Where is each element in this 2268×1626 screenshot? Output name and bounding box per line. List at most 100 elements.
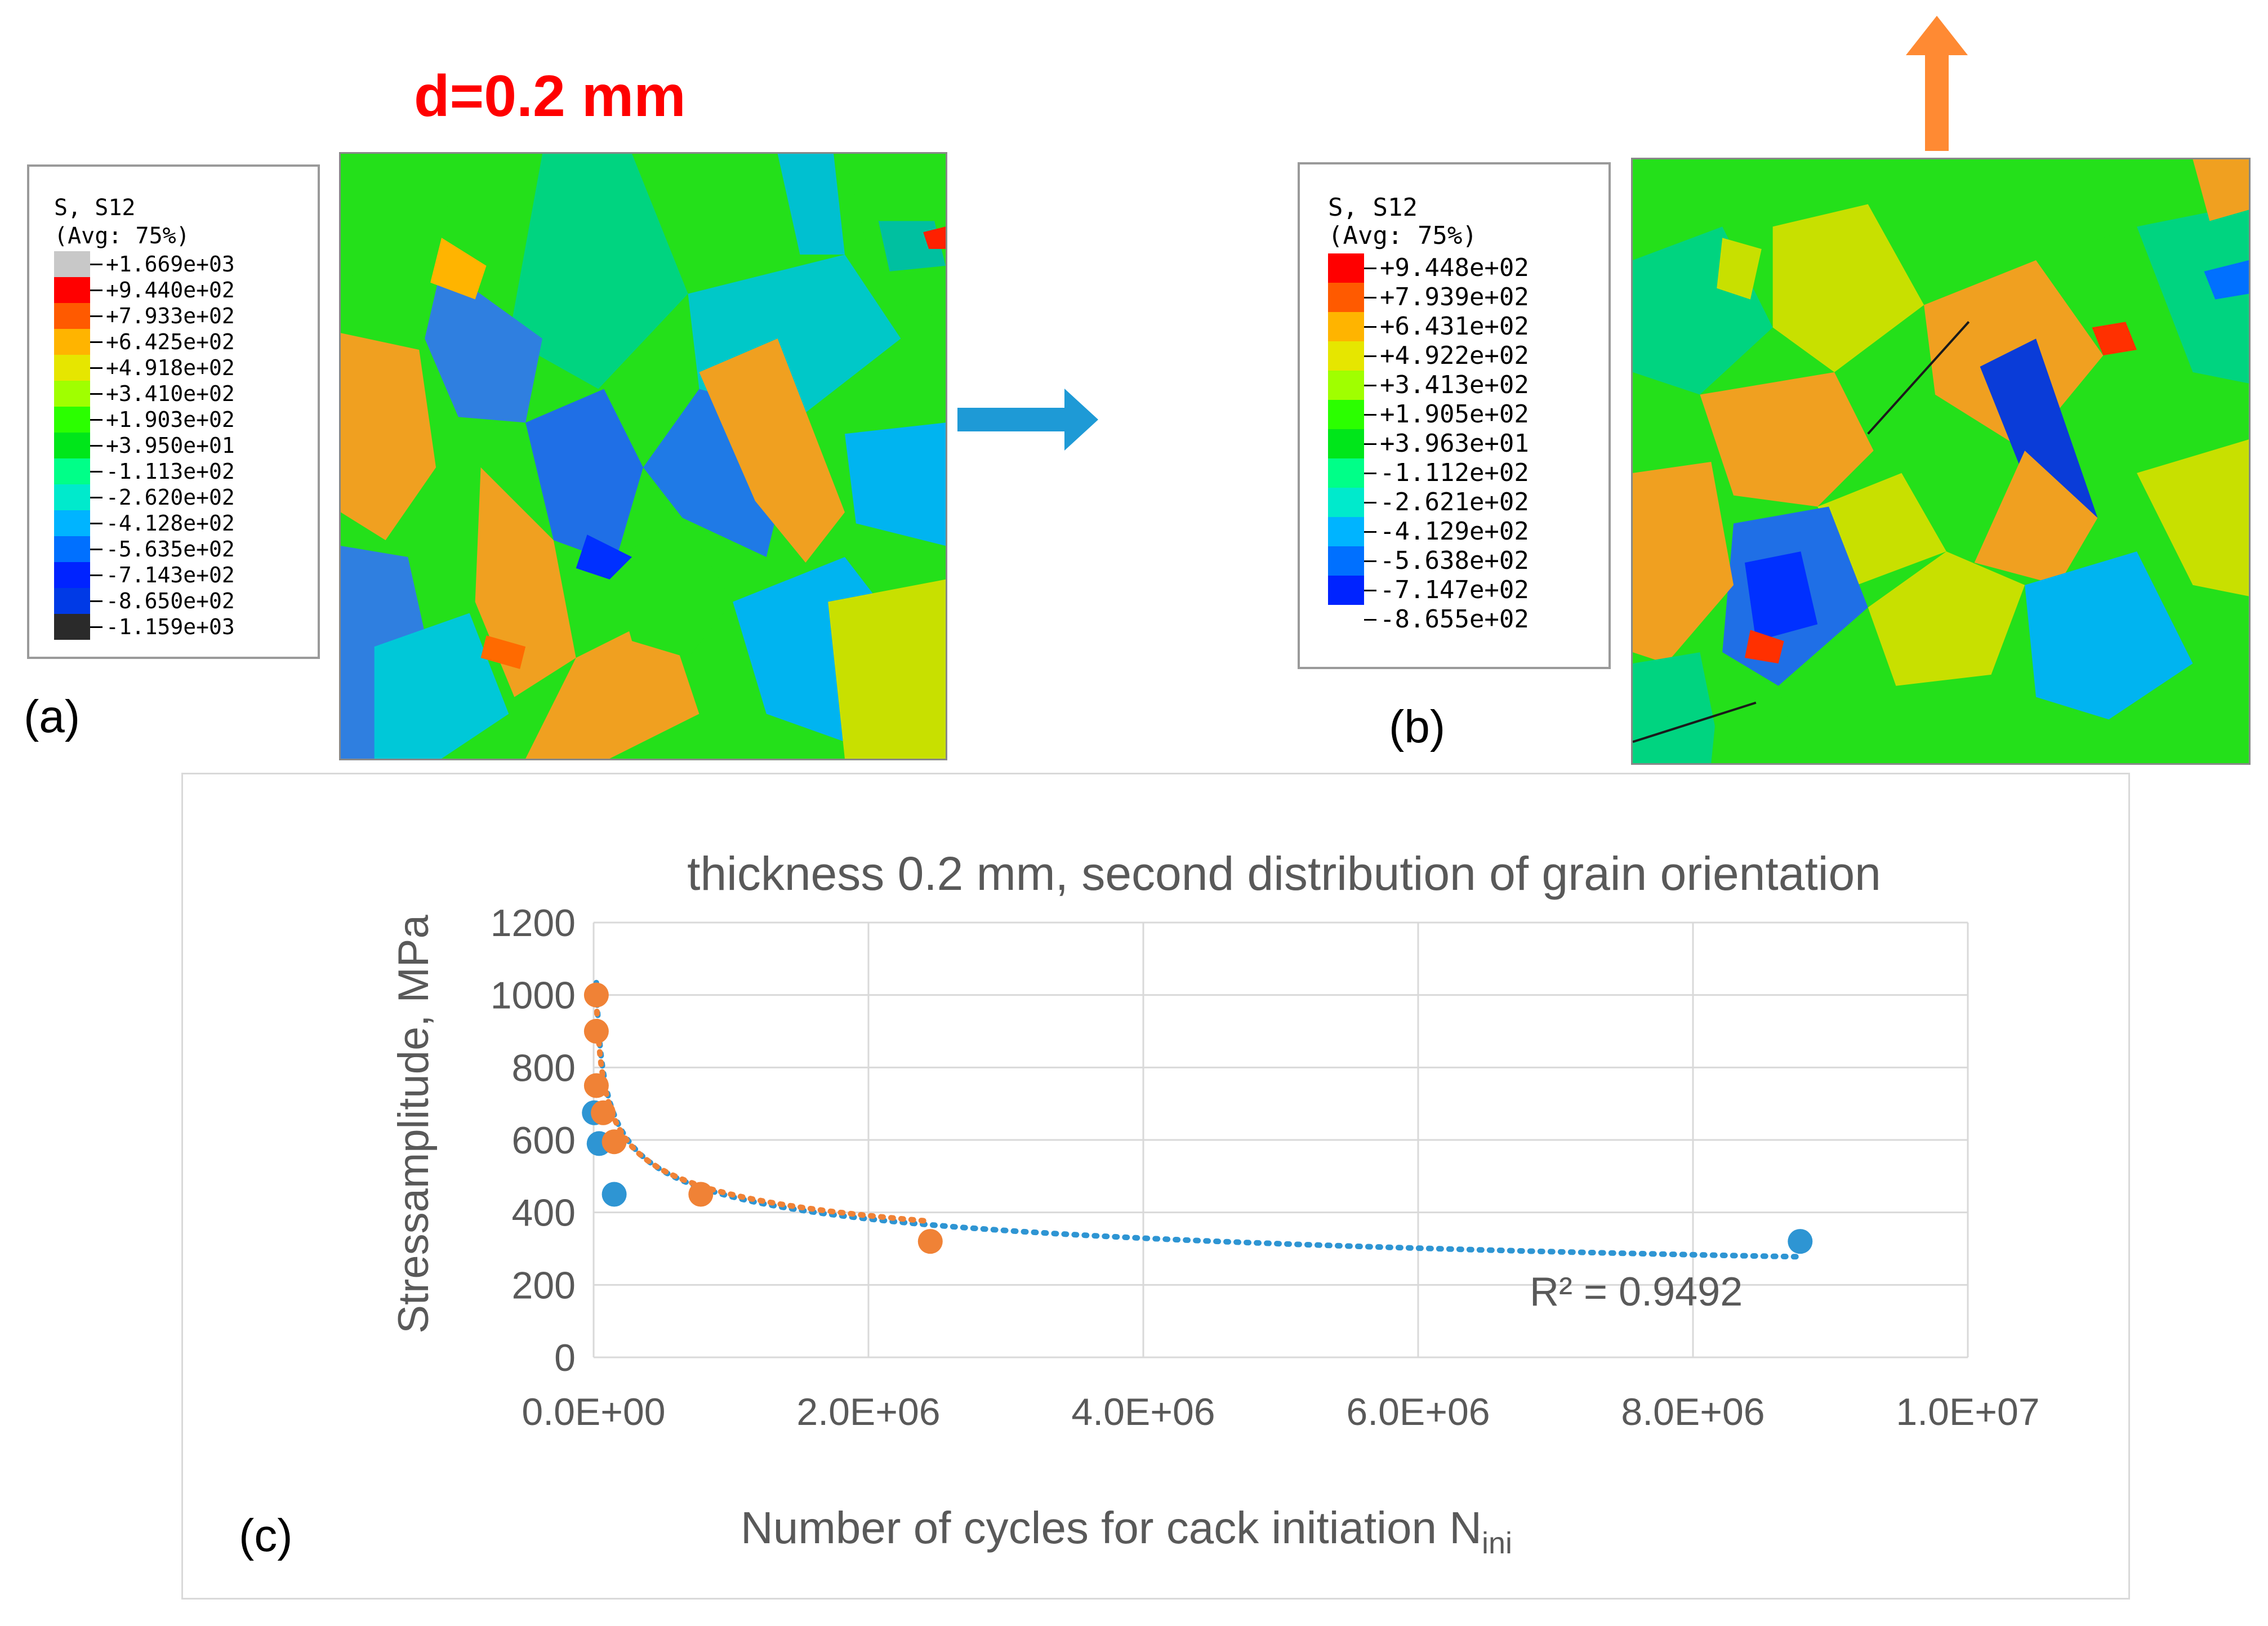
legend-a-swatch [54, 458, 90, 484]
legend-b-value: -8.655e+02 [1380, 605, 1529, 634]
legend-b-swatch [1328, 253, 1364, 283]
legend-a-swatch [54, 381, 90, 407]
data-point-blue [601, 1182, 627, 1207]
data-points [582, 982, 1813, 1254]
x-axis-label: Number of cycles for cack initiation Nin… [741, 1503, 1512, 1560]
legend-a-value: +3.950e+01 [106, 433, 235, 458]
legend-a-swatch [54, 251, 90, 277]
y-tick-label: 600 [512, 1119, 576, 1162]
legend-a-tick [90, 496, 103, 498]
legend-b-swatch [1328, 371, 1364, 400]
legend-a-row: +3.410e+02 [54, 381, 306, 407]
legend-a-value: -1.113e+02 [106, 459, 235, 484]
legend-b-swatch [1328, 458, 1364, 488]
legend-a-tick [90, 444, 103, 447]
y-tick-labels: 0 200 400 600 800 1000 1200 [491, 902, 576, 1379]
legend-b-value: +6.431e+02 [1380, 312, 1529, 341]
legend-a-row: +6.425e+02 [54, 329, 306, 355]
legend-b-tick [1364, 618, 1376, 621]
legend-a-row: +1.903e+02 [54, 407, 306, 433]
legend-b-title-line2: (Avg: 75%) [1328, 221, 1477, 250]
legend-b-row: +3.413e+02 [1328, 371, 1597, 400]
legend-a-tick [90, 626, 103, 628]
trendline-orange [594, 1008, 933, 1224]
legend-a-value: +6.425e+02 [106, 329, 235, 354]
y-tick-label: 800 [512, 1046, 576, 1089]
legend-a-tick [90, 548, 103, 550]
legend-a-swatch [54, 329, 90, 355]
legend-a-tick [90, 315, 103, 317]
legend-a-value: +9.440e+02 [106, 278, 235, 302]
right-arrow-icon [957, 389, 1098, 451]
trendline-blue [593, 979, 1799, 1260]
legend-b-tick [1364, 501, 1376, 504]
legend-b-tick [1364, 296, 1376, 299]
legend-a-row: +3.950e+01 [54, 433, 306, 458]
contour-map-b [1631, 158, 2251, 765]
legend-a-value: -5.635e+02 [106, 537, 235, 562]
data-point-orange [688, 1182, 714, 1207]
legend-a-row: -2.620e+02 [54, 484, 306, 510]
legend-b-tick [1364, 531, 1376, 533]
legend-a-value: +1.903e+02 [106, 407, 235, 432]
legend-a-tick [90, 470, 103, 473]
legend-a-title-line2: (Avg: 75%) [54, 223, 190, 249]
legend-a-swatch [54, 407, 90, 433]
x-axis-label-main: Number of cycles for cack initiation N [741, 1503, 1482, 1553]
x-tick-label: 4.0E+06 [1071, 1391, 1215, 1433]
chart-title: thickness 0.2 mm, second distribution of… [687, 847, 1881, 900]
y-tick-label: 0 [554, 1337, 576, 1379]
legend-b-tick [1364, 326, 1376, 328]
legend-a-value: +1.669e+03 [106, 252, 235, 277]
legend-b-value: +9.448e+02 [1380, 253, 1529, 282]
legend-b-swatch [1328, 283, 1364, 312]
x-tick-label: 6.0E+06 [1346, 1391, 1490, 1433]
legend-a-value: -1.159e+03 [106, 614, 235, 639]
legend-a-row: -8.650e+02 [54, 588, 306, 614]
legend-b-tick [1364, 472, 1376, 474]
legend-b-tick [1364, 413, 1376, 416]
legend-a-value: +4.918e+02 [106, 355, 235, 380]
data-point-orange [583, 1019, 609, 1044]
y-tick-label: 200 [512, 1264, 576, 1307]
legend-b-row: -7.147e+02 [1328, 576, 1597, 605]
legend-b-rows: +9.448e+02 +7.939e+02 +6.431e+02 +4.922e+02… [1328, 253, 1597, 634]
legend-a-tick [90, 289, 103, 291]
legend-a-value: -2.620e+02 [106, 485, 235, 510]
legend-b-swatch [1328, 517, 1364, 546]
legend-b-row: +3.963e+01 [1328, 429, 1597, 458]
x-tick-label: 1.0E+07 [1896, 1391, 2039, 1433]
contour-map-b-svg [1633, 159, 2249, 763]
data-point-blue [1788, 1229, 1813, 1254]
legend-a-row: +7.933e+02 [54, 303, 306, 329]
legend-a-swatch [54, 536, 90, 562]
legend-a-tick [90, 418, 103, 421]
legend-a-row: +4.918e+02 [54, 355, 306, 381]
legend-a-title-line1: S, S12 [54, 195, 136, 221]
legend-b-tick [1364, 267, 1376, 269]
data-point-orange [601, 1129, 627, 1155]
data-point-orange [583, 1073, 609, 1098]
legend-b-swatch [1328, 429, 1364, 458]
legend-b-value: -4.129e+02 [1380, 517, 1529, 546]
y-tick-label: 1200 [491, 902, 576, 945]
contour-map-a-svg [341, 154, 946, 759]
legend-b-value: +1.905e+02 [1380, 400, 1529, 429]
legend-b-swatch [1328, 488, 1364, 517]
legend-a-row: +9.440e+02 [54, 277, 306, 303]
legend-b-tick [1364, 443, 1376, 445]
legend-b-row: -8.655e+02 [1328, 605, 1597, 634]
legend-a-row: -4.128e+02 [54, 510, 306, 536]
legend-a-swatch [54, 433, 90, 458]
legend-b-title-line1: S, S12 [1328, 193, 1418, 222]
legend-b-tick [1364, 384, 1376, 386]
y-tick-label: 1000 [491, 974, 576, 1017]
legend-b-value: +3.963e+01 [1380, 429, 1529, 458]
legend-panel-b: S, S12 (Avg: 75%) +9.448e+02 +7.939e+02 +6… [1298, 162, 1611, 669]
legend-b-row: -5.638e+02 [1328, 546, 1597, 576]
legend-a-swatch [54, 303, 90, 329]
legend-b-tick [1364, 589, 1376, 591]
legend-b-value: -2.621e+02 [1380, 488, 1529, 516]
legend-a-value: -8.650e+02 [106, 589, 235, 613]
legend-b-tick [1364, 355, 1376, 357]
